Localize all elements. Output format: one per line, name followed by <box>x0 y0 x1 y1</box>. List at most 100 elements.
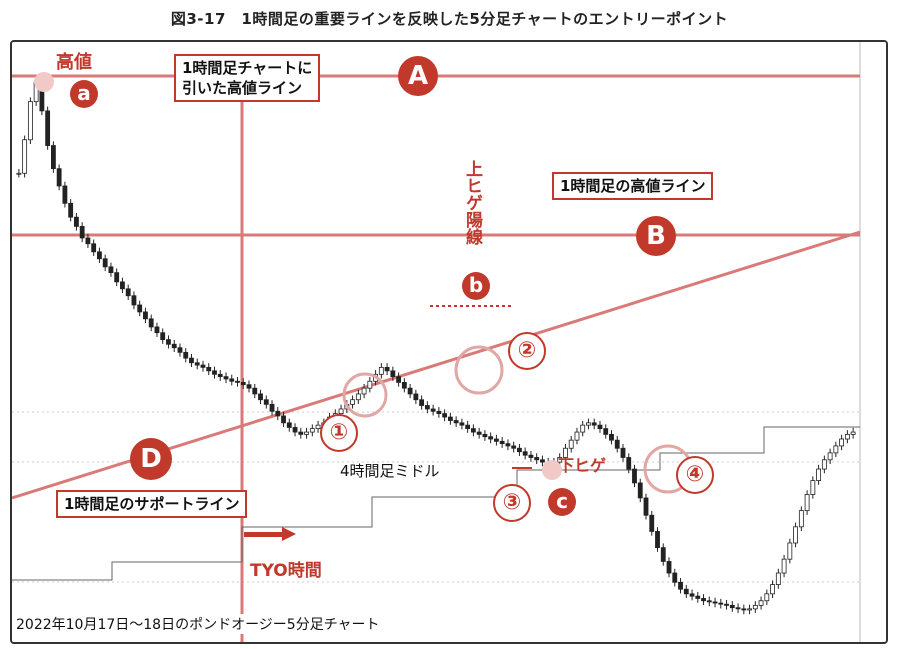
candle-body <box>240 381 246 386</box>
candle-body <box>568 439 574 449</box>
candle-body <box>528 454 534 458</box>
candle-body <box>844 433 850 440</box>
upper-wick-label: 上ヒゲ陽線 <box>462 160 482 245</box>
tyo-arrow <box>244 532 284 537</box>
candle-body <box>292 427 298 433</box>
candle-body <box>102 258 108 268</box>
candle-body <box>229 378 235 382</box>
candle-body <box>741 608 747 611</box>
candle-body <box>747 608 752 611</box>
candle-body <box>85 237 91 245</box>
candle-body <box>775 572 781 585</box>
candle-body <box>591 422 597 426</box>
candle-body <box>206 366 212 372</box>
point-a-marker: a <box>70 80 98 108</box>
candle-body <box>488 436 494 440</box>
entry-number-4: ④ <box>676 456 714 494</box>
candle-body <box>580 424 586 433</box>
candle-body <box>367 380 373 389</box>
candle-body <box>793 526 799 544</box>
candle-body <box>718 602 724 605</box>
candle-body <box>298 431 304 435</box>
high-label: 高値 <box>56 52 92 73</box>
candle-body <box>833 445 839 454</box>
candle-body <box>166 339 171 345</box>
candle-body <box>148 318 154 328</box>
candle-body <box>396 376 402 383</box>
candle-body <box>350 399 355 405</box>
candle-body <box>108 266 114 274</box>
candle-body <box>827 452 833 461</box>
high-line-a-label: 1時間足チャートに 引いた高値ライン <box>174 54 321 102</box>
candle-body <box>821 459 827 470</box>
candle-body <box>263 399 269 405</box>
entry-circle-1 <box>342 372 388 418</box>
candle-body <box>752 604 758 610</box>
candle-body <box>804 494 810 512</box>
candle-body <box>430 408 436 412</box>
candle-body <box>672 572 678 583</box>
candle-body <box>258 393 263 401</box>
candle-body <box>407 387 413 395</box>
candle-body <box>453 420 459 424</box>
candle-body <box>68 202 74 218</box>
candle-body <box>217 373 223 378</box>
candle-body <box>626 457 632 470</box>
candle-body <box>419 399 425 406</box>
candle-body <box>683 588 689 595</box>
candle-body <box>413 393 419 401</box>
high-line-a-label-line1: 1時間足チャートに <box>182 59 313 77</box>
candle-body <box>281 415 286 424</box>
line-d-marker: D <box>130 438 172 480</box>
point-b-marker: b <box>462 272 490 300</box>
candle-body <box>574 431 580 441</box>
candle-body <box>73 216 79 227</box>
candle-body <box>534 457 540 461</box>
candle-body <box>171 343 177 349</box>
point-c-dot <box>542 460 562 480</box>
midline-label: 4時間足ミドル <box>340 462 440 480</box>
candle-body <box>603 428 609 435</box>
candle-body <box>137 304 143 313</box>
candle-body <box>114 272 120 283</box>
candle-body <box>476 431 482 435</box>
candle-body <box>27 101 33 141</box>
figure-title: 図3-17 1時間足の重要ラインを反映した5分足チャートのエントリーポイント <box>170 10 729 28</box>
candle-body <box>655 531 660 549</box>
candle-body <box>447 416 453 421</box>
candle-body <box>361 387 367 395</box>
candle-body <box>269 403 275 412</box>
candle-body <box>160 332 166 341</box>
chart-frame: 高値 a 1時間足チャートに 引いた高値ライン A 1時間足の高値ライン B 上… <box>10 40 888 644</box>
tyo-label: TYO時間 <box>250 561 322 581</box>
candle-body <box>505 443 511 447</box>
candle-body <box>465 424 471 430</box>
candle-body <box>666 561 672 574</box>
candle-body <box>787 542 793 560</box>
candle-body <box>839 438 845 447</box>
four-hour-midline <box>12 426 860 581</box>
candle-body <box>678 581 683 590</box>
candle-body <box>378 366 384 375</box>
candle-body <box>758 600 764 606</box>
candle-body <box>22 139 28 174</box>
line-b-marker: B <box>636 216 676 256</box>
candle-body <box>557 457 563 463</box>
candle-body <box>143 311 148 320</box>
candle-body <box>436 410 442 414</box>
chart-caption: 2022年10月17日～18日のポンドオージー5分足チャート <box>16 614 380 634</box>
candle-body <box>252 387 258 395</box>
candle-body <box>695 595 701 599</box>
entry-circle-2 <box>454 345 504 395</box>
candle-body <box>816 468 822 481</box>
candle-body <box>724 603 729 606</box>
candle-body <box>706 600 712 603</box>
point-c-marker: c <box>548 488 576 516</box>
candle-body <box>522 451 528 456</box>
candle-body <box>309 428 315 433</box>
high-line-b-label: 1時間足の高値ライン <box>552 172 714 200</box>
candle-body <box>459 422 465 426</box>
candle-body <box>125 288 131 297</box>
candle-body <box>79 226 85 239</box>
candle-body <box>56 168 62 187</box>
